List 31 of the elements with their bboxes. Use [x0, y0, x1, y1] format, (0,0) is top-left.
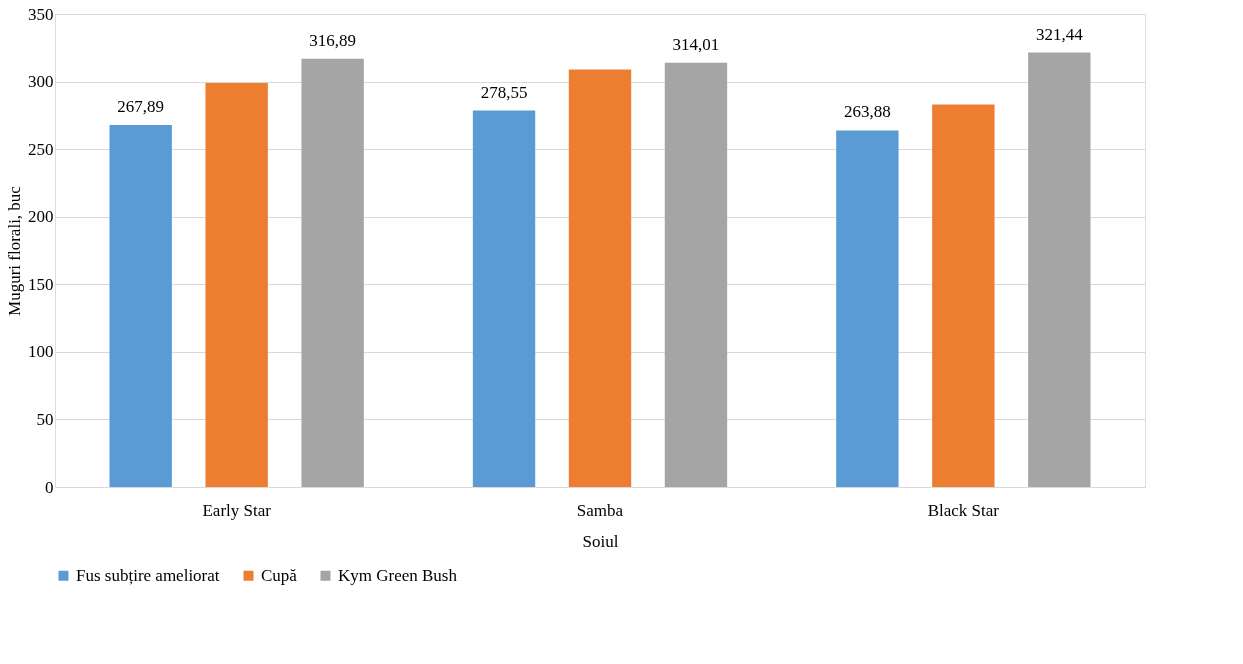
- y-tick-label: 250: [28, 139, 54, 159]
- y-tick-label: 150: [28, 274, 54, 294]
- data-label: 321,44: [1035, 24, 1084, 44]
- data-label: 267,89: [117, 96, 165, 116]
- x-axis-title: Soiul: [582, 531, 619, 551]
- x-tick-label: Black Star: [927, 500, 1000, 520]
- y-tick-label: 50: [36, 409, 54, 429]
- bar: [1028, 52, 1091, 487]
- bar: [205, 82, 268, 487]
- x-tick-label: Samba: [576, 500, 624, 520]
- y-tick-label: 300: [28, 72, 54, 92]
- data-label: 263,88: [843, 102, 891, 122]
- x-tick-label: Early Star: [202, 500, 272, 520]
- data-label: 316,89: [309, 30, 357, 50]
- bar: [836, 130, 899, 487]
- data-label: 278,55: [480, 82, 528, 102]
- bar: [932, 104, 995, 487]
- y-axis-title: Muguri florali, buc: [5, 185, 24, 316]
- y-tick-label: 200: [28, 207, 54, 227]
- y-tick-label: 0: [45, 477, 54, 497]
- data-label: 314,01: [672, 34, 720, 54]
- bar: [664, 62, 728, 487]
- legend-label: Cupă: [261, 565, 298, 585]
- bar: [568, 69, 632, 487]
- bar: [301, 58, 364, 487]
- legend-label: Kym Green Bush: [338, 565, 458, 585]
- y-tick-label: 350: [28, 4, 54, 24]
- y-tick-label: 100: [28, 342, 54, 362]
- bar: [109, 124, 172, 487]
- legend-label: Fus subțire ameliorat: [76, 565, 220, 585]
- bar: [472, 110, 536, 487]
